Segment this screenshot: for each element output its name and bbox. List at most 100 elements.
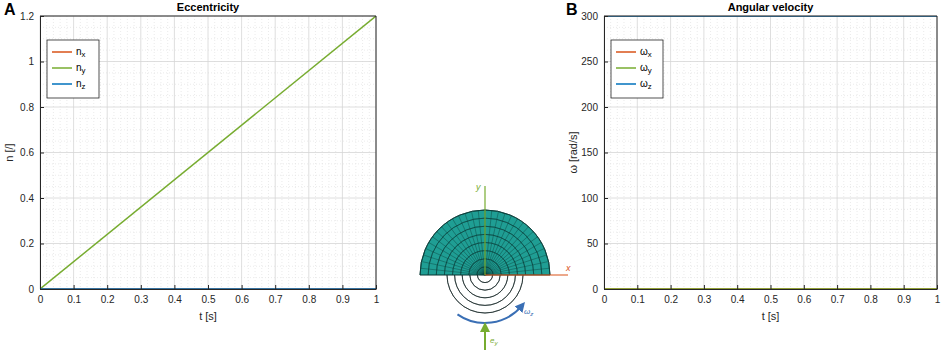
tick-label: 100 <box>581 193 598 204</box>
frame-line <box>376 16 377 289</box>
tick: 0.8 <box>302 285 316 305</box>
tick-label: 0.1 <box>631 294 645 305</box>
plot-area <box>40 16 376 289</box>
load-arrow <box>484 327 486 350</box>
tick: 0.6 <box>797 285 811 305</box>
tick-mark <box>904 285 905 289</box>
mesh-radial <box>485 213 505 275</box>
tick: 0.2 <box>101 285 115 305</box>
mesh-radial <box>485 210 492 275</box>
mesh-radial <box>420 275 485 276</box>
tick-mark <box>208 285 209 289</box>
tick: 250 <box>581 56 608 67</box>
tick-mark <box>40 107 44 108</box>
axis-line <box>605 289 938 290</box>
grid-line <box>604 198 937 199</box>
x-axis: 00.10.20.30.40.50.60.70.80.91 <box>38 285 380 305</box>
diagram-x-axis <box>485 274 568 275</box>
series-group <box>604 16 937 289</box>
tick: 300 <box>581 11 608 22</box>
grid-line <box>40 198 376 199</box>
tick-mark <box>242 285 243 289</box>
tick-mark <box>870 285 871 289</box>
tick-mark <box>174 285 175 289</box>
tick-label: 200 <box>581 102 598 113</box>
mesh-radial <box>453 219 486 275</box>
diagram: xyωzey <box>420 182 571 350</box>
tick-label: 0.4 <box>731 294 745 305</box>
tick: 1 <box>28 56 44 67</box>
panel-label: B <box>566 1 578 18</box>
tick-label: 300 <box>581 11 598 22</box>
legend-label: nx <box>76 46 86 59</box>
chart-title: Angular velocity <box>728 1 814 13</box>
mesh-radial <box>485 216 511 275</box>
tick-mark <box>107 285 108 289</box>
grid-line <box>604 243 937 244</box>
tick-mark <box>40 198 44 199</box>
mesh-arc-lower <box>455 275 516 305</box>
mesh-radial <box>420 268 485 275</box>
mesh-arc-lower <box>462 275 508 298</box>
series-line <box>40 16 376 289</box>
tick-mark <box>40 244 44 245</box>
grid <box>604 16 937 289</box>
tick-mark <box>604 244 608 245</box>
tick-label: 0.3 <box>697 294 711 305</box>
tick: 0 <box>592 284 608 295</box>
plot-area <box>604 16 937 289</box>
tick-label: 1 <box>374 294 380 305</box>
tick-label: 0.5 <box>202 294 216 305</box>
tick: 0.5 <box>764 285 778 305</box>
tick-mark <box>141 285 142 289</box>
x-axis-title: t [s] <box>762 310 780 322</box>
mesh-radial <box>485 243 541 276</box>
tick: 50 <box>587 238 608 249</box>
rotation-arrow <box>457 306 521 323</box>
tick-mark <box>837 285 838 289</box>
tick: 0.2 <box>664 285 678 305</box>
mesh-radial <box>485 237 538 275</box>
diagram-y-label: y <box>475 182 481 192</box>
tick-label: 0.8 <box>20 102 34 113</box>
mesh-arc-lower <box>447 275 523 313</box>
tick-label: 0.2 <box>101 294 115 305</box>
axis-line <box>41 289 377 290</box>
tick-label: 0.4 <box>168 294 182 305</box>
tick-mark <box>671 285 672 289</box>
tick: 0.4 <box>731 285 745 305</box>
tick-label: 0.4 <box>20 193 34 204</box>
tick-label: 1.2 <box>20 11 34 22</box>
mesh-arc-lower <box>477 275 492 283</box>
tick-mark <box>804 285 805 289</box>
tick-mark <box>604 107 608 108</box>
legend-box <box>611 40 663 98</box>
mesh-radial <box>426 249 485 275</box>
tick-label: 0.7 <box>269 294 283 305</box>
tick: 0.9 <box>336 285 350 305</box>
chart: 00.10.20.30.40.50.60.70.80.9100.20.40.60… <box>3 1 380 322</box>
tick-label: 0.2 <box>664 294 678 305</box>
tick: 0 <box>28 284 44 295</box>
grid-line <box>604 107 937 108</box>
tick: 0.3 <box>134 285 148 305</box>
rotation-label: ωz <box>524 307 534 317</box>
tick: 0.7 <box>269 285 283 305</box>
tick-mark <box>40 62 44 63</box>
grid-line <box>604 152 937 153</box>
grid-line <box>40 243 376 244</box>
grid <box>40 16 376 289</box>
tick-label: 0.2 <box>20 238 34 249</box>
tick: 0.9 <box>897 285 911 305</box>
y-axis: 00.20.40.60.811.2 <box>20 11 44 295</box>
tick-mark <box>604 153 608 154</box>
tick-label: 0.7 <box>831 294 845 305</box>
y-axis: 050100150200250300 <box>581 11 608 295</box>
series-line <box>604 16 937 17</box>
tick-label: 50 <box>587 238 599 249</box>
tick: 1 <box>935 285 941 305</box>
tick-label: 0.8 <box>302 294 316 305</box>
legend-label: ωx <box>640 46 652 59</box>
legend-swatch <box>52 67 72 69</box>
tick: 0.4 <box>20 193 44 204</box>
